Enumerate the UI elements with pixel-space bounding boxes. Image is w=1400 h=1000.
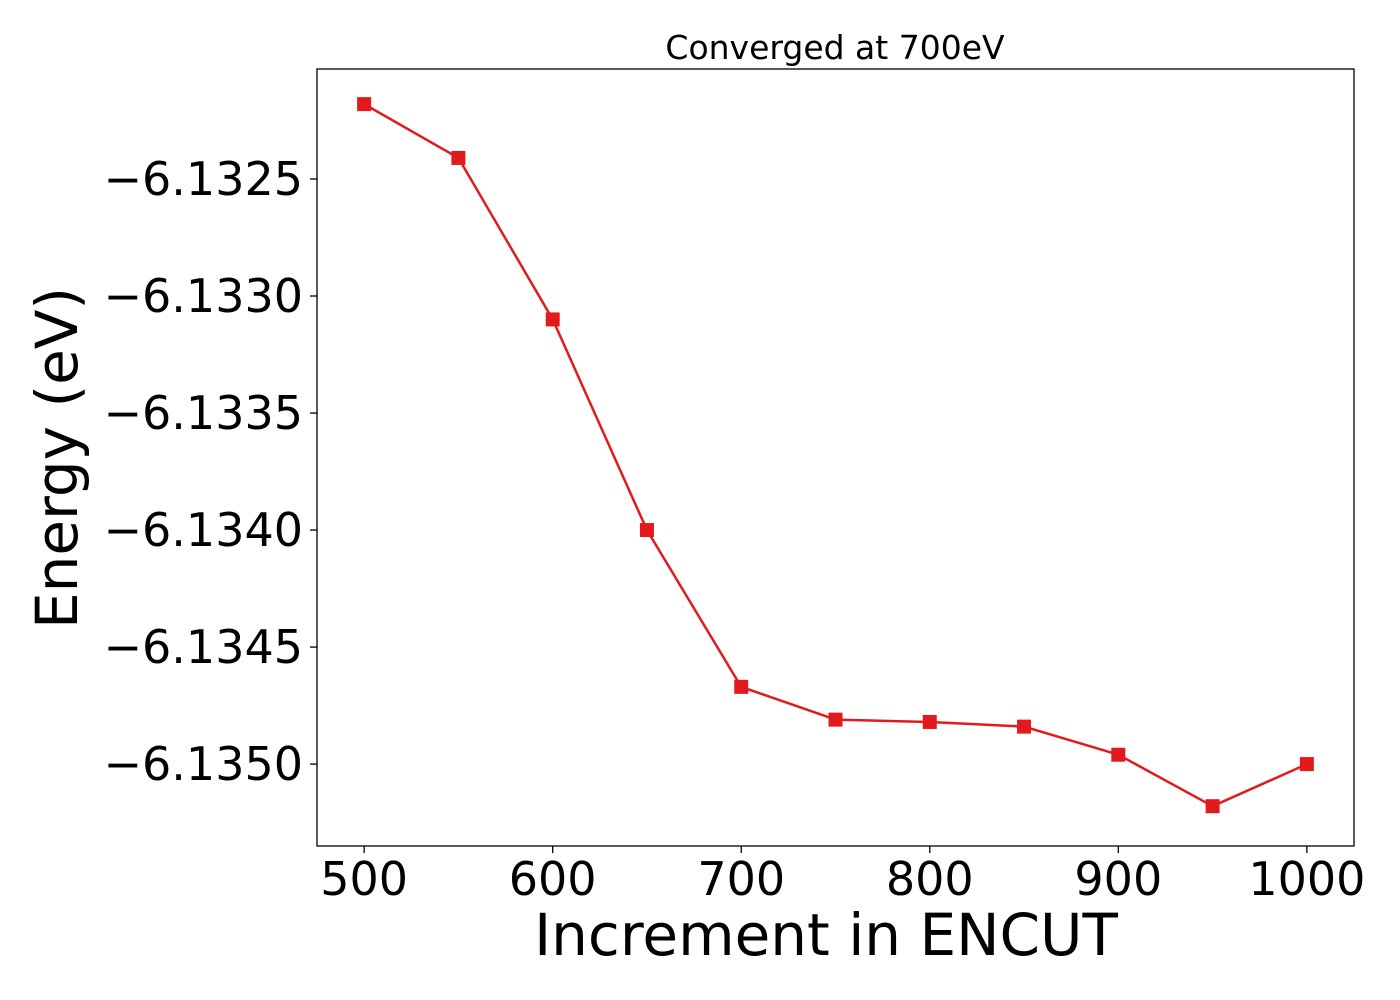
- x-tick-label: 700: [697, 852, 785, 906]
- data-point: [828, 712, 843, 727]
- y-tick-label: −6.1350: [104, 737, 304, 791]
- series-line: [363, 103, 1308, 808]
- data-point: [357, 97, 372, 112]
- data-point: [1017, 719, 1032, 734]
- x-tick-label: 500: [320, 852, 408, 906]
- x-tick-label: 900: [1074, 852, 1162, 906]
- y-tick-label: −6.1340: [104, 503, 304, 557]
- x-tick-label: 600: [509, 852, 597, 906]
- data-point: [451, 150, 466, 165]
- y-tick-label: −6.1345: [104, 620, 304, 674]
- y-axis-ticks: −6.1325 −6.1330 −6.1335 −6.1340 −6.1345 −6.13…: [104, 152, 317, 791]
- data-point: [734, 679, 749, 694]
- plot-area-frame: [316, 68, 1355, 847]
- series-layer: [357, 97, 1314, 814]
- data-point: [922, 714, 937, 729]
- y-tick-label: −6.1325: [104, 152, 304, 206]
- data-point: [1299, 757, 1314, 772]
- data-point: [639, 523, 654, 538]
- data-point: [1205, 799, 1220, 814]
- data-point: [1111, 747, 1126, 762]
- y-tick-label: −6.1330: [104, 269, 304, 323]
- data-point: [545, 312, 560, 327]
- y-axis-label: Energy (eV): [23, 287, 91, 629]
- y-tick-label: −6.1335: [104, 386, 304, 440]
- x-tick-label: 800: [886, 852, 974, 906]
- x-axis-ticks: 500 600 700 800 900 1000: [320, 846, 1365, 906]
- x-tick-label: 1000: [1248, 852, 1365, 906]
- x-axis-label: Increment in ENCUT: [534, 901, 1118, 969]
- chart-title: Converged at 700eV: [665, 28, 1005, 67]
